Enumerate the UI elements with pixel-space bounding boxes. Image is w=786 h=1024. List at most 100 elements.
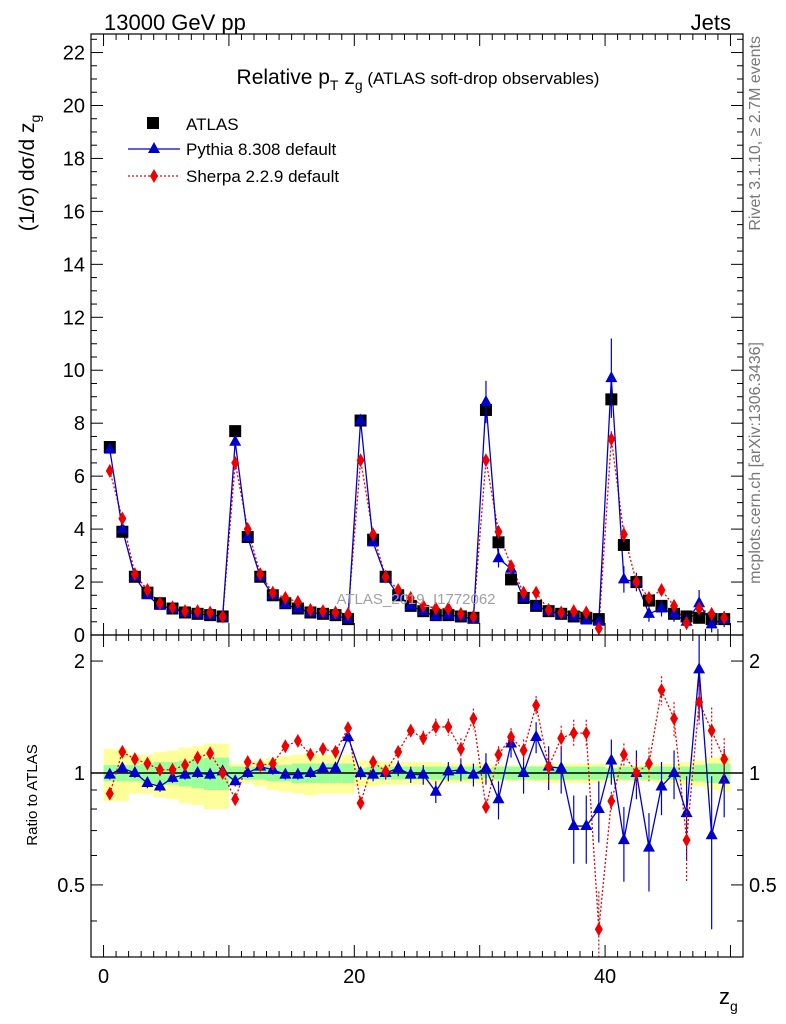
pythia-ratio-point xyxy=(693,662,706,674)
sherpa-point xyxy=(619,527,628,542)
sherpa-ratio-point xyxy=(143,756,152,771)
pythia-point xyxy=(655,601,668,613)
sherpa-ratio-point xyxy=(619,747,628,762)
sherpa-point xyxy=(331,605,340,620)
sherpa-point xyxy=(268,585,277,600)
sherpa-point xyxy=(707,606,716,621)
pythia-ratio-point xyxy=(128,765,141,777)
sherpa-point xyxy=(607,432,616,447)
sherpa-ratio-point xyxy=(344,721,353,736)
sherpa-ratio-point xyxy=(670,711,679,726)
sherpa-ratio-point xyxy=(256,758,265,773)
sherpa-point xyxy=(168,600,177,615)
ratio-ytick-label-left: 2 xyxy=(74,651,85,673)
sherpa-ratio-point xyxy=(231,792,240,807)
sherpa-ratio-point xyxy=(105,786,114,801)
ylabel-ratio: Ratio to ATLAS xyxy=(24,744,41,845)
pythia-ratio-point xyxy=(329,761,342,773)
sherpa-point xyxy=(569,604,578,619)
pythia-ratio-point xyxy=(204,767,217,779)
rivet-label: Rivet 3.1.10, ≥ 2.7M events xyxy=(747,36,764,231)
sherpa-point xyxy=(243,522,252,537)
legend-sherpa-marker xyxy=(150,169,158,183)
sherpa-ratio-point xyxy=(406,723,415,738)
sherpa-ratio-point xyxy=(118,744,127,759)
pythia-point xyxy=(229,434,242,446)
sherpa-ratio-point xyxy=(281,739,290,754)
sherpa-ratio-point xyxy=(707,723,716,738)
sherpa-ratio-point xyxy=(519,743,528,758)
pythia-point xyxy=(492,551,505,563)
sherpa-ratio-point xyxy=(507,729,516,744)
main-ytick-label: 0 xyxy=(74,625,85,647)
sherpa-point xyxy=(181,604,190,619)
sherpa-point xyxy=(218,609,227,624)
sherpa-ratio-point xyxy=(494,747,503,762)
pythia-ratio-point xyxy=(279,767,292,779)
sherpa-ratio-point xyxy=(306,747,315,762)
pythia-ratio-point xyxy=(668,765,681,777)
ylabel-main-sub: g xyxy=(27,115,43,123)
sherpa-ratio-point xyxy=(181,758,190,773)
sherpa-point xyxy=(644,590,653,605)
ratio-ytick-label-right: 1 xyxy=(749,763,760,785)
sherpa-line xyxy=(109,438,725,631)
sherpa-ratio-point xyxy=(594,922,603,937)
main-ytick-label: 20 xyxy=(63,95,85,117)
atlas-point xyxy=(229,425,242,438)
sherpa-point xyxy=(118,511,127,526)
pythia-ratio-point xyxy=(592,802,605,814)
sherpa-point xyxy=(657,582,666,597)
sherpa-point xyxy=(632,575,641,590)
main-ytick-label: 12 xyxy=(63,307,85,329)
sherpa-point xyxy=(306,602,315,617)
pythia-ratio-point xyxy=(617,833,630,845)
sherpa-point xyxy=(469,609,478,624)
sherpa-point xyxy=(682,616,691,631)
main-ytick-label: 16 xyxy=(63,201,85,223)
pythia-ratio-point xyxy=(517,765,530,777)
ratio-series xyxy=(103,635,731,957)
pythia-ratio-point xyxy=(404,767,417,779)
sherpa-ratio-point xyxy=(532,698,541,713)
pythia-ratio-point xyxy=(429,784,442,796)
main-ytick-label: 4 xyxy=(74,519,85,541)
sherpa-point xyxy=(193,604,202,619)
sherpa-point xyxy=(695,601,704,616)
sherpa-point xyxy=(532,585,541,600)
xlabel-text: z xyxy=(719,984,730,1009)
sherpa-point xyxy=(507,559,516,574)
sherpa-ratio-point xyxy=(168,762,177,777)
title-part3: (ATLAS soft-drop observables) xyxy=(363,69,600,88)
sherpa-ratio-point xyxy=(243,755,252,770)
sherpa-point xyxy=(720,610,729,625)
pythia-point xyxy=(530,598,543,610)
pythia-ratio-point xyxy=(191,765,204,777)
xtick-label: 40 xyxy=(594,966,616,988)
pythia-ratio-point xyxy=(705,828,718,840)
pythia-point xyxy=(354,413,367,425)
sherpa-ratio-point xyxy=(431,719,440,734)
sherpa-point xyxy=(594,621,603,636)
sherpa-point xyxy=(381,569,390,584)
main-ytick-label: 10 xyxy=(63,360,85,382)
pythia-point xyxy=(605,371,618,383)
sherpa-ratio-point xyxy=(657,683,666,698)
sherpa-point xyxy=(456,606,465,621)
pythia-ratio-point xyxy=(417,767,430,779)
sherpa-ratio-point xyxy=(544,759,553,774)
sherpa-point xyxy=(519,585,528,600)
sherpa-point xyxy=(344,606,353,621)
header-left: 13000 GeV pp xyxy=(104,10,246,35)
main-ytick-label: 2 xyxy=(74,572,85,594)
pythia-ratio-point xyxy=(241,765,254,777)
sherpa-ratio-point xyxy=(644,756,653,771)
sherpa-ratio-point xyxy=(130,752,139,767)
sherpa-point xyxy=(281,590,290,605)
sherpa-point xyxy=(431,601,440,616)
sherpa-point xyxy=(143,582,152,597)
sherpa-ratio-point xyxy=(206,746,215,761)
xlabel-sub: g xyxy=(730,998,738,1014)
